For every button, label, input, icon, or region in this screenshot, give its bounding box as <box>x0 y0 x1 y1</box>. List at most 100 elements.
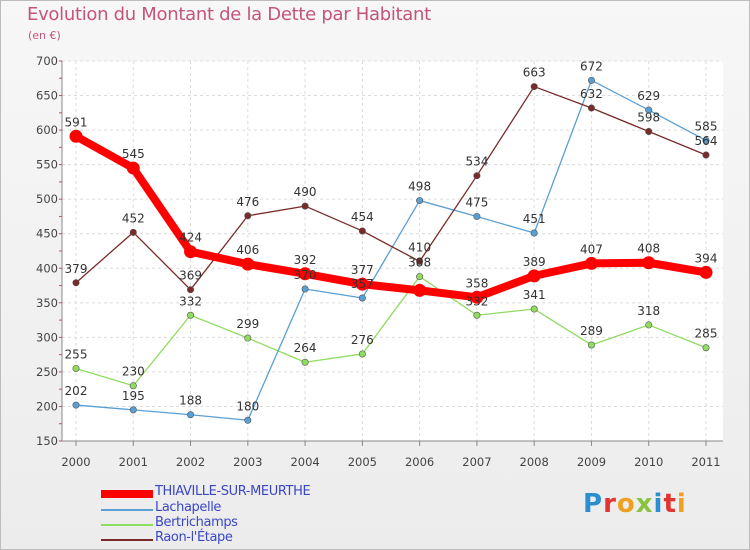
data-label: 394 <box>695 251 718 265</box>
data-label: 545 <box>122 147 145 161</box>
data-label: 318 <box>637 304 660 318</box>
data-label: 629 <box>637 89 660 103</box>
data-point <box>126 161 140 175</box>
data-label: 285 <box>695 327 718 341</box>
data-point <box>129 228 137 236</box>
data-point <box>416 273 424 281</box>
data-point <box>470 290 484 304</box>
data-label: 591 <box>65 115 88 129</box>
data-point <box>530 83 538 91</box>
data-point <box>702 344 710 352</box>
data-point <box>129 406 137 414</box>
chart-unit: (en €) <box>28 29 61 42</box>
x-tick-label: 2005 <box>348 455 377 469</box>
logo-letter: o <box>616 489 636 519</box>
data-label: 264 <box>294 341 317 355</box>
data-label: 392 <box>294 253 317 267</box>
data-point <box>530 229 538 237</box>
data-label: 498 <box>408 180 431 194</box>
y-tick-label: 450 <box>36 227 58 241</box>
legend-label: Raon-l'Étape <box>155 530 233 545</box>
data-label: 424 <box>179 231 202 245</box>
data-point <box>473 311 481 319</box>
x-tick-label: 2008 <box>520 455 549 469</box>
proxiti-logo: Proxiti <box>583 489 687 519</box>
series-line <box>75 79 707 421</box>
legend-label: Lachapelle <box>155 500 222 515</box>
series-line <box>75 85 707 291</box>
data-point <box>587 104 595 112</box>
data-label: 389 <box>523 255 546 269</box>
data-label: 332 <box>179 294 202 308</box>
x-tick-label: 2007 <box>462 455 491 469</box>
x-tick-label: 2000 <box>61 455 90 469</box>
plot-area <box>62 61 723 441</box>
data-label: 632 <box>580 87 603 101</box>
data-label: 370 <box>294 268 317 282</box>
data-label: 180 <box>236 399 259 413</box>
x-tick-label: 2001 <box>119 455 148 469</box>
data-point <box>702 151 710 159</box>
data-point <box>355 277 369 291</box>
data-point <box>473 212 481 220</box>
data-label: 388 <box>408 256 431 270</box>
data-label: 276 <box>351 333 374 347</box>
legend-swatch <box>101 490 153 498</box>
data-point <box>645 127 653 135</box>
data-point <box>358 227 366 235</box>
data-label: 255 <box>65 347 88 361</box>
data-label: 377 <box>351 263 374 277</box>
chart-title: Evolution du Montant de la Dette par Hab… <box>27 4 431 25</box>
data-point <box>72 279 80 287</box>
data-point <box>72 364 80 372</box>
data-label: 299 <box>236 317 259 331</box>
data-point <box>187 286 195 294</box>
data-point <box>645 321 653 329</box>
data-point <box>473 172 481 180</box>
data-label: 188 <box>179 394 202 408</box>
data-point <box>187 311 195 319</box>
logo-letter: i <box>676 489 687 519</box>
data-point <box>244 334 252 342</box>
y-tick-label: 250 <box>36 365 58 379</box>
x-tick-label: 2006 <box>405 455 434 469</box>
y-tick-label: 150 <box>36 434 58 448</box>
legend-swatch <box>101 509 153 511</box>
data-point <box>244 212 252 220</box>
data-point <box>587 341 595 349</box>
data-label: 564 <box>695 134 718 148</box>
y-tick-label: 500 <box>36 192 58 206</box>
x-tick-label: 2003 <box>233 455 262 469</box>
data-label: 451 <box>523 212 546 226</box>
data-label: 452 <box>122 211 145 225</box>
data-label: 410 <box>408 240 431 254</box>
data-point <box>298 267 312 281</box>
x-tick-label: 2010 <box>634 455 663 469</box>
data-point <box>301 202 309 210</box>
data-point <box>72 401 80 409</box>
data-label: 357 <box>351 277 374 291</box>
logo-letter: x <box>635 489 654 519</box>
x-tick-label: 2004 <box>290 455 319 469</box>
data-point <box>358 350 366 358</box>
data-point <box>413 283 427 297</box>
data-point <box>642 256 656 270</box>
data-point <box>584 256 598 270</box>
y-tick-label: 350 <box>36 296 58 310</box>
series-line <box>75 275 707 387</box>
legend-label: THIAVILLE-SUR-MEURTHE <box>155 484 311 499</box>
data-point <box>301 358 309 366</box>
logo-letter: r <box>603 489 617 519</box>
data-point <box>301 285 309 293</box>
data-label: 407 <box>580 242 603 256</box>
legend-swatch <box>101 539 153 541</box>
logo-letter: t <box>663 489 677 519</box>
y-tick-label: 550 <box>36 158 58 172</box>
data-label: 332 <box>465 294 488 308</box>
data-label: 534 <box>465 155 488 169</box>
data-point <box>699 265 713 279</box>
y-tick-label: 300 <box>36 330 58 344</box>
data-point <box>129 382 137 390</box>
